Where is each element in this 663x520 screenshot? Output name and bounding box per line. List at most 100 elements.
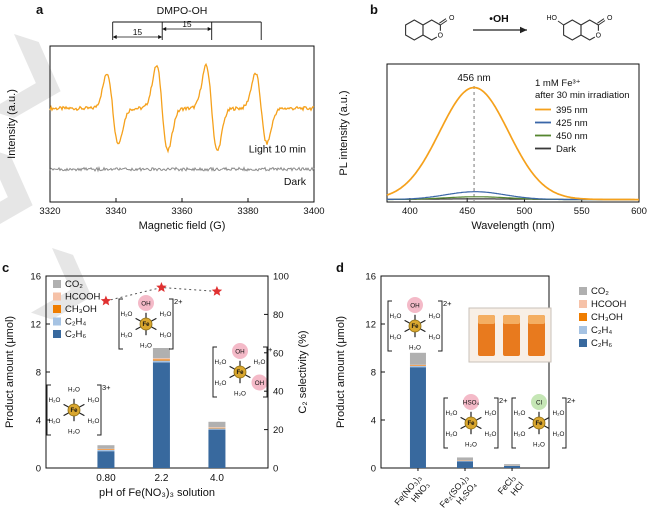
hydroxyl-radical-label: •OH (489, 13, 508, 25)
c-bar-segment (152, 360, 170, 363)
complex-charge: 3+ (102, 383, 111, 392)
c-left-axis-label: Product amount (μmol) (4, 316, 16, 428)
svg-text:550: 550 (574, 206, 590, 217)
d-y-axis-label: Product amount (μmol) (335, 316, 347, 428)
d-bar-segment (504, 464, 521, 466)
svg-text:OH: OH (410, 302, 420, 309)
d-legend-swatch (579, 313, 587, 321)
dmpo-oh-label: DMPO-OH (157, 5, 208, 17)
b-legend-title-1: 1 mM Fe³⁺ (535, 78, 581, 89)
c-bar-segment (152, 358, 170, 360)
d-legend-label: CH₃OH (591, 312, 623, 323)
c-legend-label: HCOOH (65, 292, 101, 303)
c-legend-swatch (53, 317, 61, 326)
svg-text:H₂O: H₂O (390, 313, 402, 320)
svg-text:100: 100 (273, 272, 289, 283)
fe-center (408, 319, 422, 333)
b-legend-title-2: after 30 min irradiation (535, 90, 630, 101)
ligand-highlight (138, 295, 154, 311)
svg-text:Fe: Fe (142, 322, 150, 328)
svg-text:0: 0 (36, 464, 41, 475)
vial-liquid (528, 315, 545, 356)
svg-text:O: O (438, 32, 444, 39)
svg-text:H₂O: H₂O (121, 332, 133, 339)
complex-charge: 2+ (567, 396, 576, 405)
svg-text:H₂O: H₂O (140, 342, 152, 349)
ligand-highlight (531, 394, 547, 410)
fe-complex-inset: Cl H₂O H₂O H₂O H₂O H₂O Fe 2+ (511, 394, 576, 449)
svg-text:80: 80 (273, 310, 284, 321)
svg-text:H₂O: H₂O (485, 431, 497, 438)
svg-text:3400: 3400 (303, 206, 324, 217)
vial-liquid (503, 315, 520, 356)
c-legend-label: CH₃OH (65, 304, 97, 315)
c-legend-swatch (53, 292, 61, 301)
svg-text:3380: 3380 (237, 206, 258, 217)
c-legend-swatch (53, 330, 61, 338)
svg-text:H₂O: H₂O (446, 410, 458, 417)
svg-text:H₂O: H₂O (465, 441, 477, 448)
c-legend-swatch (53, 305, 61, 313)
svg-text:16: 16 (30, 272, 41, 283)
svg-text:H₂O: H₂O (446, 431, 458, 438)
fe-complex-inset: OH H₂O H₂O H₂O H₂O OH Fe + (212, 343, 273, 398)
svg-text:8: 8 (371, 368, 376, 379)
d-legend-swatch (579, 300, 587, 308)
c-bar-segment (152, 362, 170, 468)
svg-text:H₂O: H₂O (68, 386, 80, 393)
b-x-axis-label: Wavelength (nm) (471, 220, 554, 232)
c-bar-segment (208, 427, 226, 428)
c-legend-label: C₂H₆ (65, 329, 86, 340)
svg-text:3320: 3320 (39, 206, 60, 217)
svg-text:H₂O: H₂O (215, 380, 227, 387)
coumarin-structure: OO (405, 15, 455, 41)
svg-text:20: 20 (273, 425, 284, 436)
ligand-highlight (407, 297, 423, 313)
watermark-arrow-icon (0, 34, 61, 119)
c-bar-segment (97, 451, 115, 468)
splitting-label: 15 (182, 19, 192, 29)
peak-456-label: 456 nm (457, 73, 490, 84)
ligand-highlight (463, 394, 479, 410)
d-legend-label: C₂H₄ (591, 325, 612, 336)
panel-a-epr-chart: 3320 3340 3360 3380 3400 Magnetic field (G) In… (6, 5, 325, 232)
b-legend-label: 425 nm (556, 118, 588, 129)
watermark-arrow-icon (30, 248, 92, 320)
plot-frame (49, 45, 315, 203)
vial-liquid (478, 315, 495, 356)
svg-text:4: 4 (371, 416, 376, 427)
d-legend-swatch (579, 287, 587, 295)
d-bar-segment (409, 366, 426, 368)
svg-text:60: 60 (273, 348, 284, 359)
vial-top (478, 315, 495, 324)
svg-text:Fe: Fe (535, 421, 543, 427)
svg-text:OH: OH (235, 348, 245, 355)
selectivity-star-marker (211, 285, 223, 296)
d-legend-swatch (579, 326, 587, 334)
c-legend-swatch (53, 280, 61, 288)
svg-text:H₂O: H₂O (49, 397, 61, 404)
svg-text:Fe: Fe (236, 370, 244, 376)
d-bar-segment (409, 365, 426, 366)
svg-text:H₂O: H₂O (88, 418, 100, 425)
c-bar-segment (208, 428, 226, 430)
svg-text:H₂O: H₂O (234, 390, 246, 397)
panel-label-b: b (370, 2, 378, 17)
d-legend-label: HCOOH (591, 299, 627, 310)
svg-text:H₂O: H₂O (160, 311, 172, 318)
c-bar-segment (97, 448, 115, 450)
complex-charge: 2+ (443, 299, 452, 308)
panel-c-ph-bars-chart: 0 4 8 12 16 0 20 40 60 80 100 Product amount (μmol)… (4, 272, 309, 500)
svg-text:O: O (596, 32, 602, 39)
fe-complex-inset: OH H₂O H₂O H₂O H₂O H₂O Fe 2+ (118, 295, 183, 350)
c-x-axis-label: pH of Fe(NO₃)₃ solution (99, 487, 215, 499)
svg-text:3360: 3360 (171, 206, 192, 217)
c-legend-label: CO₂ (65, 279, 83, 290)
svg-text:4: 4 (36, 416, 41, 427)
splitting-label: 15 (133, 27, 143, 37)
svg-text:H₂O: H₂O (215, 359, 227, 366)
svg-text:450: 450 (459, 206, 475, 217)
svg-text:Fe: Fe (467, 421, 475, 427)
